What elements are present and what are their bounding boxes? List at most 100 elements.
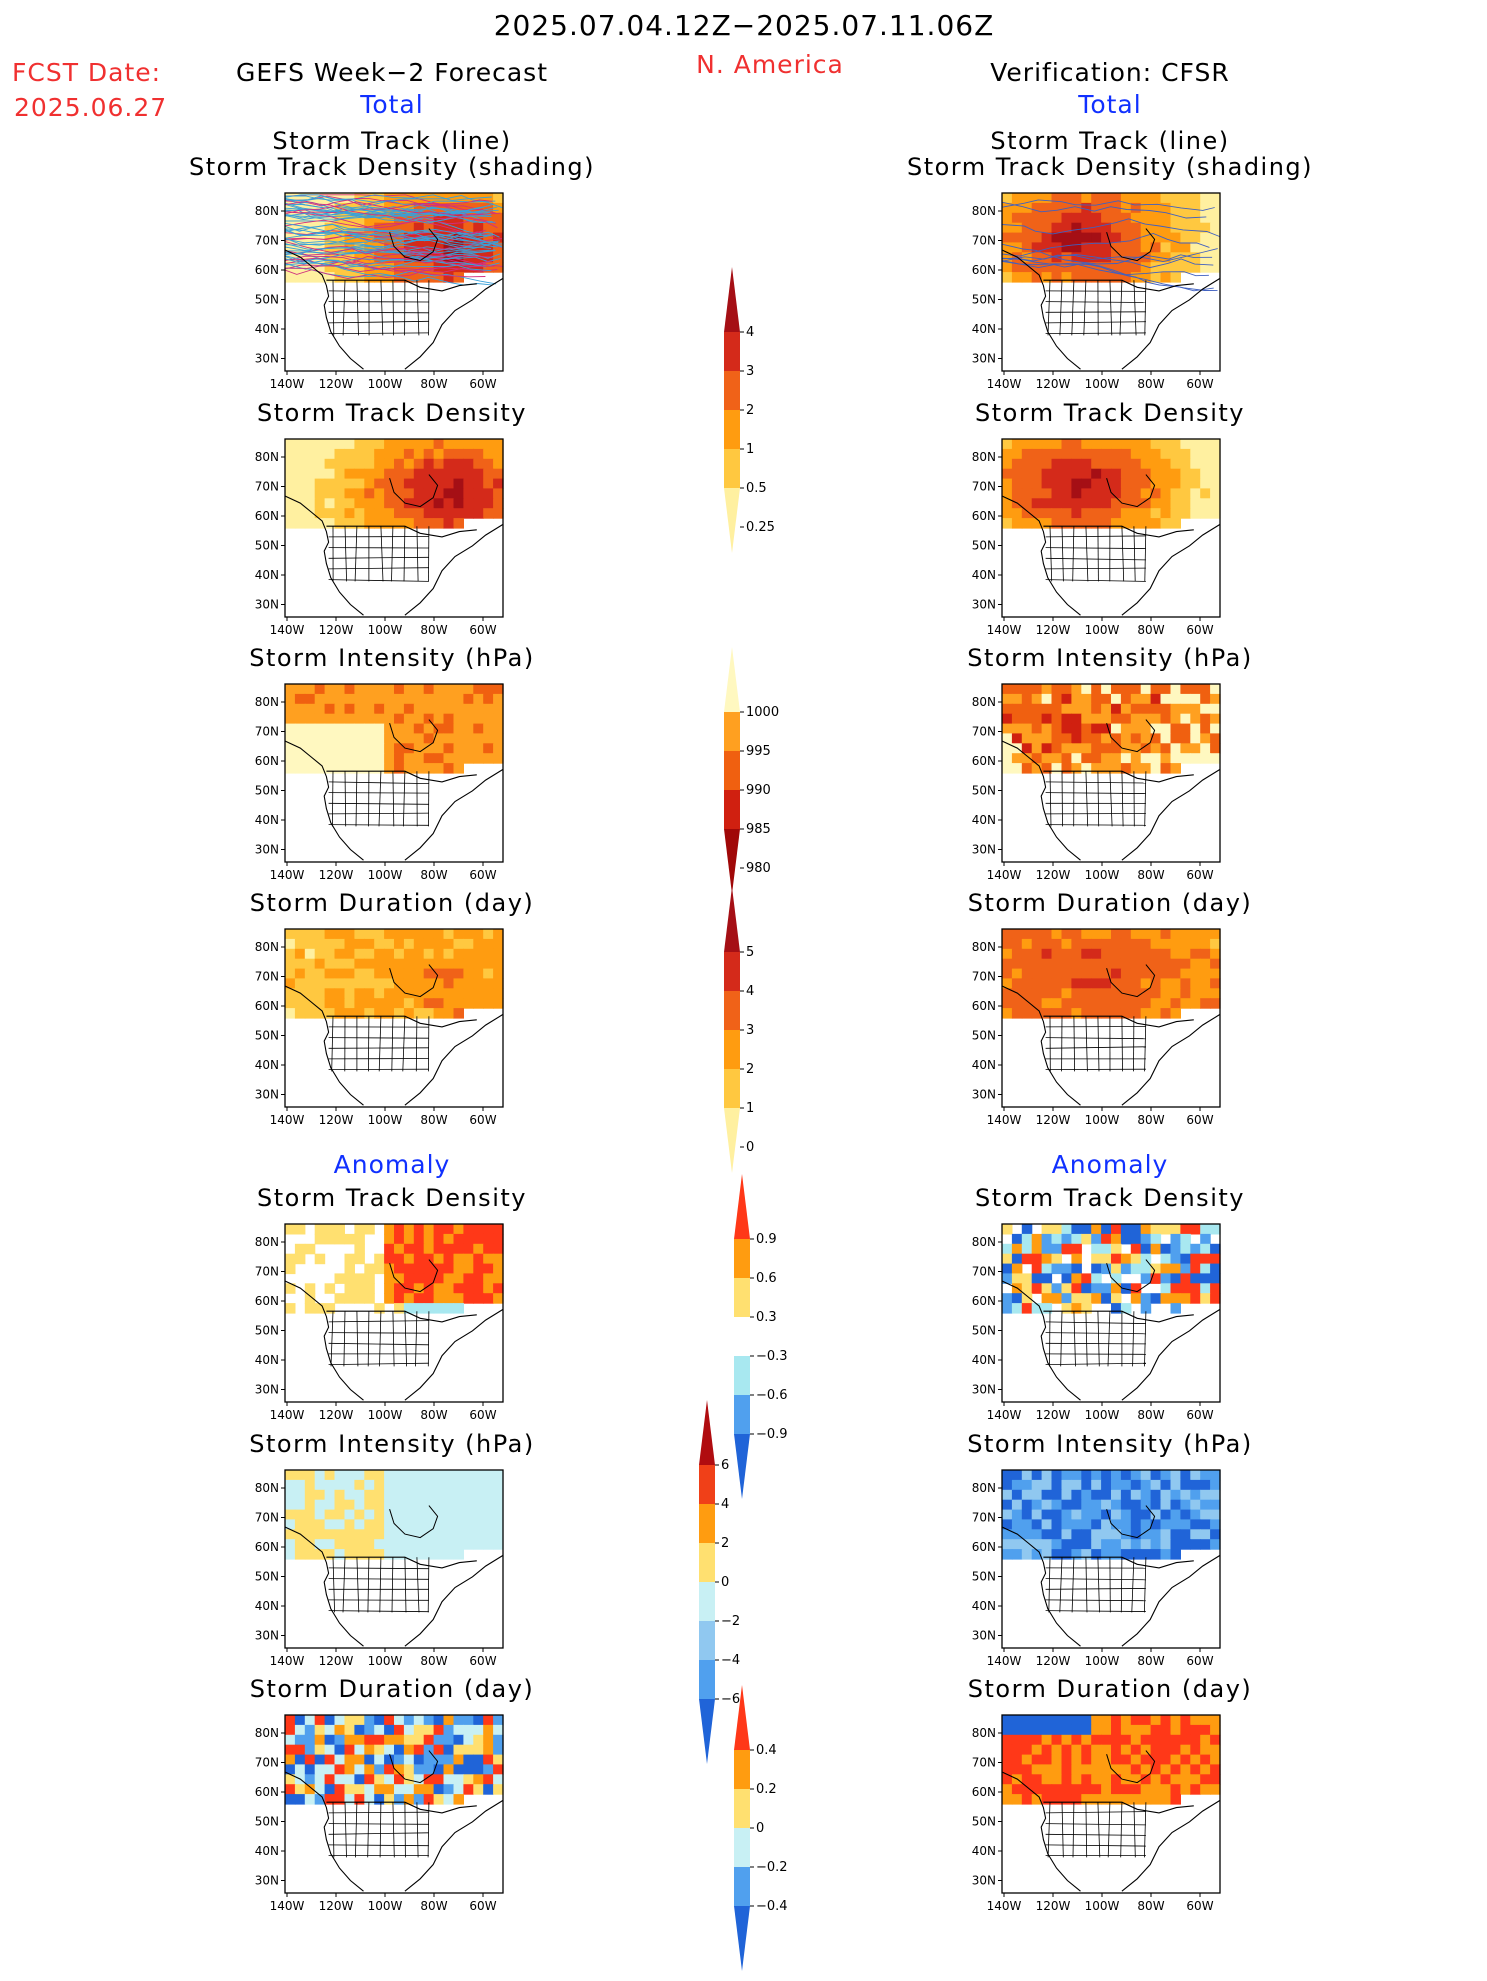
shade-cell — [1091, 1784, 1102, 1795]
colorbar-label: 5 — [746, 945, 754, 960]
shade-cell — [1101, 1725, 1112, 1736]
shade-cell — [1151, 1755, 1162, 1766]
colorbar-label: 2 — [721, 1536, 729, 1551]
shade-cell — [1161, 1755, 1172, 1766]
colorbar-label: −4 — [721, 1653, 740, 1668]
shade-cell — [1151, 1774, 1162, 1785]
shade-cell — [1171, 1715, 1182, 1726]
shade-cell — [1161, 1715, 1172, 1726]
colorbar-label: 990 — [746, 783, 771, 798]
colorbar-label: −0.4 — [756, 1899, 788, 1914]
shade-cell — [1131, 1725, 1142, 1736]
shade-cell — [1062, 1735, 1073, 1746]
shade-cell — [1052, 1725, 1063, 1736]
shade-cell — [1200, 1715, 1211, 1726]
shade-cell — [1171, 1735, 1182, 1746]
shade-cell — [1081, 1774, 1092, 1785]
shade-cell — [1062, 1745, 1073, 1756]
shade-cell — [1091, 1764, 1102, 1775]
shade-cell — [1071, 1784, 1082, 1795]
shade-cell — [1091, 1774, 1102, 1785]
state-border — [1046, 1824, 1146, 1825]
shade-cell — [1171, 1725, 1182, 1736]
shade-cell — [1052, 1735, 1063, 1746]
colorbar-segment — [724, 991, 740, 1031]
shade-cell — [1190, 1735, 1201, 1746]
shade-cell — [1042, 1794, 1053, 1805]
state-border — [1121, 1802, 1122, 1857]
lon-tick-label: 60W — [1186, 1899, 1213, 1913]
colorbar-label: 0.5 — [746, 481, 767, 496]
shade-cell — [1081, 1725, 1092, 1736]
colorbar-segment — [724, 952, 740, 992]
colorbar-label: 0.9 — [756, 1232, 777, 1247]
shade-cell — [1200, 1764, 1211, 1775]
state-border — [1046, 1812, 1146, 1813]
shade-cell — [1171, 1784, 1182, 1795]
shade-cell — [1200, 1725, 1211, 1736]
colorbar-label: 1000 — [746, 705, 779, 720]
lat-tick-label: 50N — [972, 1815, 996, 1829]
shade-cell — [1121, 1735, 1132, 1746]
shade-cell — [1171, 1745, 1182, 1756]
shade-cell — [1042, 1715, 1053, 1726]
shade-cell — [1180, 1774, 1191, 1785]
shade-cell — [1101, 1774, 1112, 1785]
shade-cell — [1151, 1715, 1162, 1726]
shade-cell — [1141, 1725, 1152, 1736]
state-border — [1048, 1802, 1050, 1857]
colorbar-segment — [724, 449, 740, 489]
colorbar-label: 985 — [746, 822, 771, 837]
colorbar-label: 6 — [721, 1458, 729, 1473]
shade-cell — [1151, 1725, 1162, 1736]
colorbar-label: 1 — [746, 1101, 754, 1116]
shade-cell — [1052, 1764, 1063, 1775]
lon-tick-label: 80W — [1137, 1899, 1164, 1913]
colorbar-label: 0.6 — [756, 1271, 777, 1286]
shade-cell — [1042, 1725, 1053, 1736]
shade-cell — [1101, 1755, 1112, 1766]
shade-cell — [1141, 1784, 1152, 1795]
colorbar-label: −0.3 — [756, 1349, 788, 1364]
shade-cell — [1002, 1735, 1013, 1746]
shade-cell — [1091, 1755, 1102, 1766]
colorbar-label: −0.2 — [756, 1860, 788, 1875]
shade-cell — [1012, 1794, 1023, 1805]
colorbar-segment — [724, 647, 740, 712]
colorbar-segment — [699, 1621, 715, 1661]
colorbar-segment — [724, 751, 740, 791]
shade-cell — [1012, 1764, 1023, 1775]
shade-cell — [1071, 1764, 1082, 1775]
colorbar-segment — [734, 1278, 750, 1318]
shade-cell — [1131, 1764, 1142, 1775]
colorbar-label: 3 — [746, 1023, 754, 1038]
shade-cell — [1161, 1725, 1172, 1736]
colorbar-label: 2 — [746, 403, 754, 418]
state-border — [1108, 1802, 1110, 1857]
shade-cell — [1111, 1794, 1122, 1805]
colorbar-segment — [699, 1465, 715, 1505]
shade-cell — [1111, 1774, 1122, 1785]
shade-cell — [1171, 1764, 1182, 1775]
state-border — [1134, 1802, 1135, 1857]
shade-cell — [1180, 1745, 1191, 1756]
shade-cell — [1012, 1715, 1023, 1726]
shade-cell — [1091, 1745, 1102, 1756]
shade-cell — [1002, 1755, 1013, 1766]
state-border — [1098, 1802, 1100, 1857]
shade-cell — [1180, 1715, 1191, 1726]
shade-cell — [1101, 1784, 1112, 1795]
shade-cell — [1200, 1735, 1211, 1746]
shade-cell — [1190, 1755, 1201, 1766]
colorbar-label: 0.3 — [756, 1310, 777, 1325]
shade-cell — [1062, 1764, 1073, 1775]
shade-cell — [1062, 1774, 1073, 1785]
colorbar-label: 0.4 — [756, 1743, 777, 1758]
shade-cell — [1141, 1715, 1152, 1726]
shade-cell — [1210, 1774, 1221, 1785]
shade-cell — [1062, 1725, 1073, 1736]
state-border — [1062, 1802, 1063, 1857]
colorbar-segment — [699, 1543, 715, 1583]
shade-cell — [1062, 1715, 1073, 1726]
